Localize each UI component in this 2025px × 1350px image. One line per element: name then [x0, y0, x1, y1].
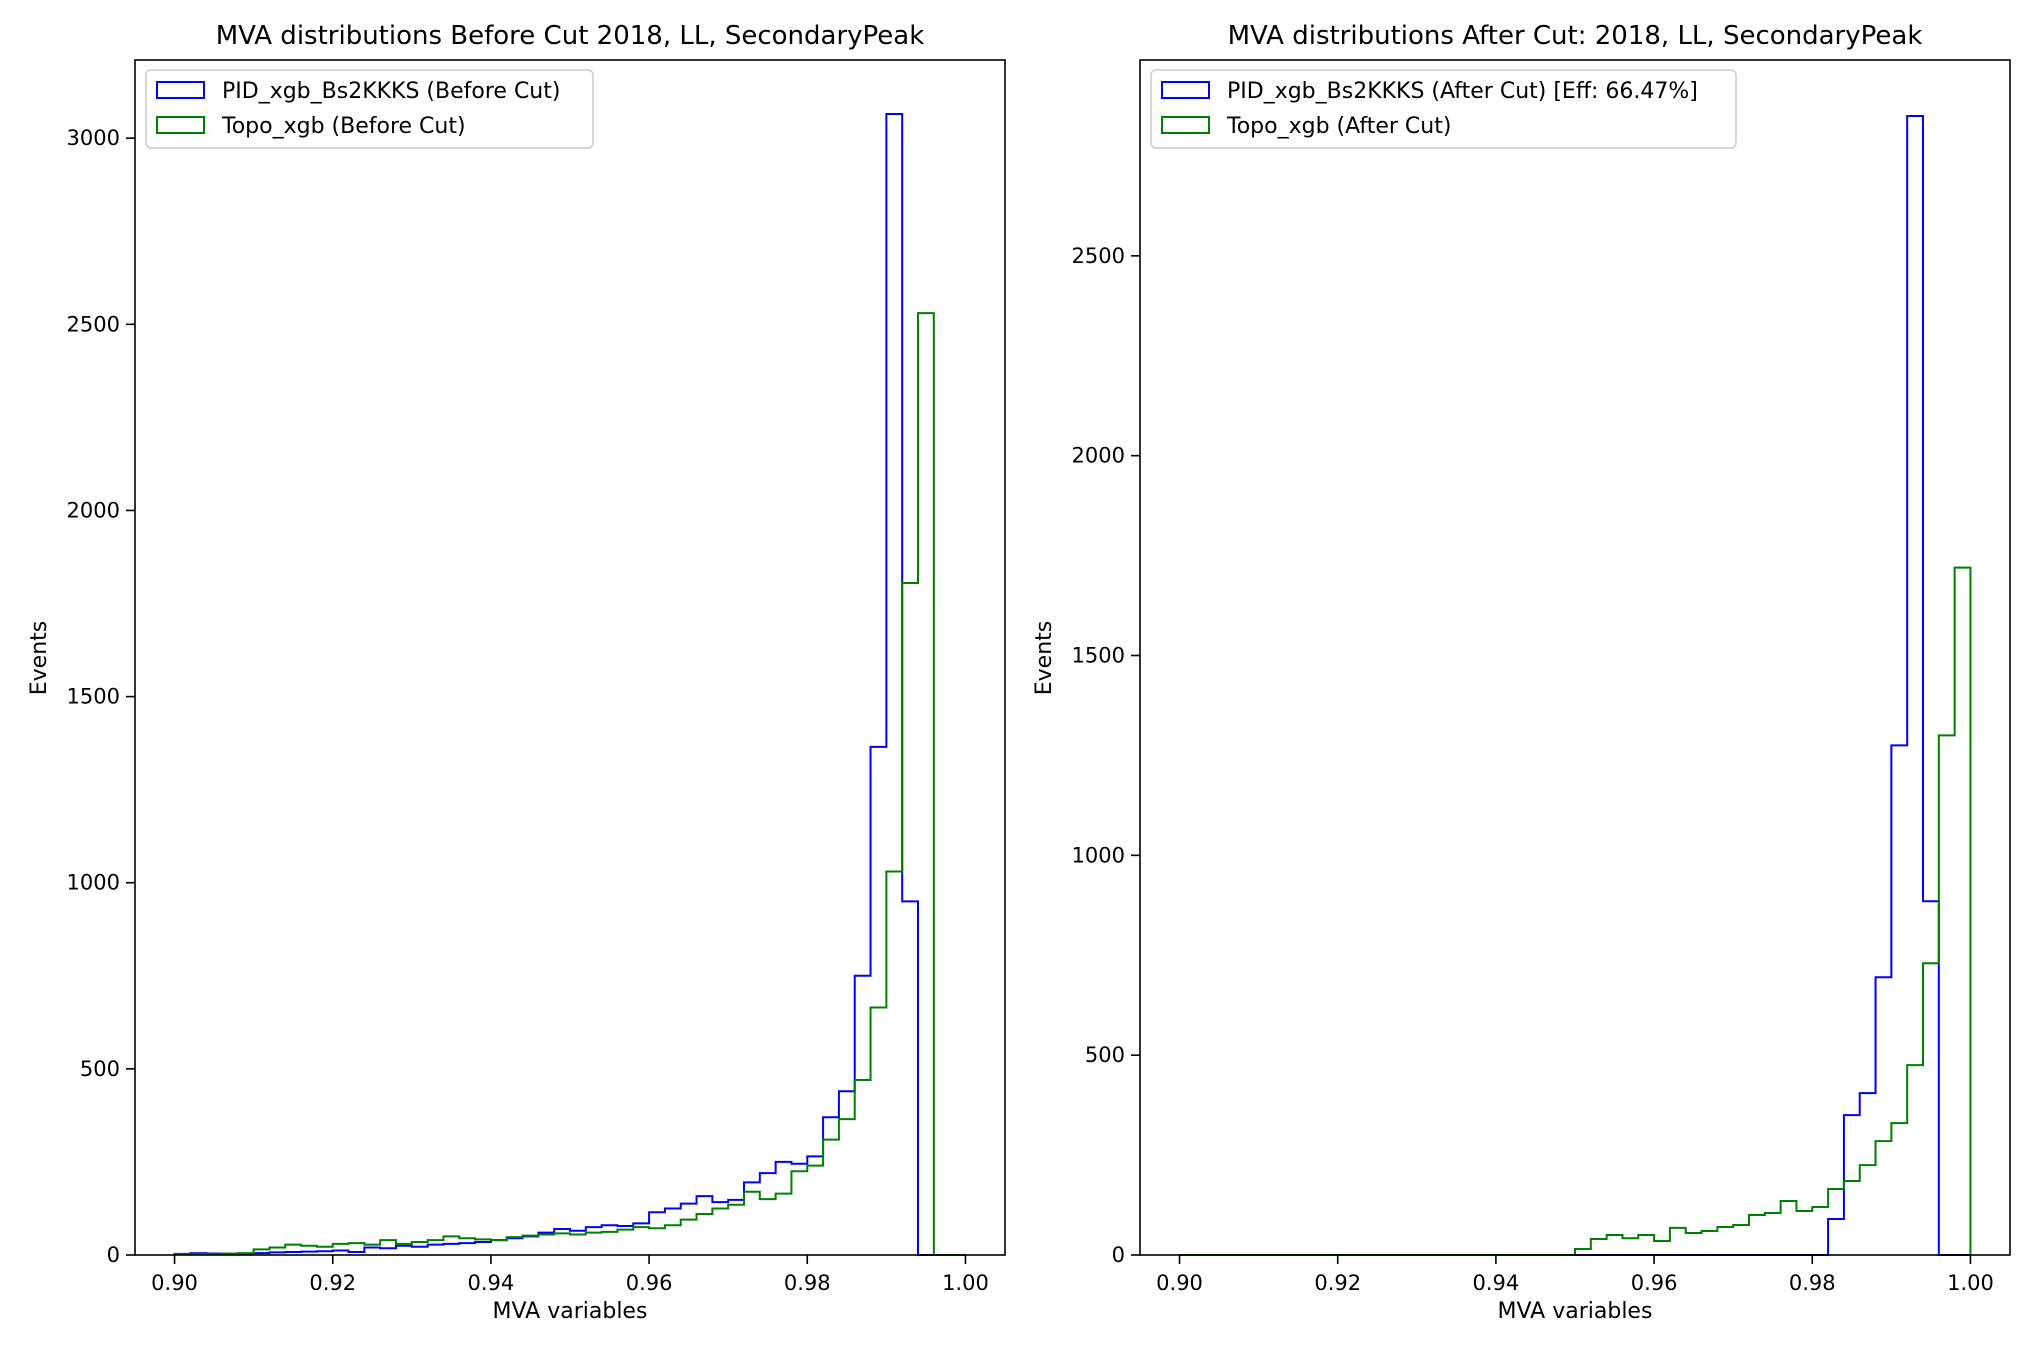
x-axis-label: MVA variables: [493, 1299, 648, 1324]
y-tick-label: 0: [107, 1243, 120, 1267]
x-axis-ticks: 0.90 0.92 0.94 0.96 0.98 1.00: [151, 1255, 989, 1295]
x-tick-label: 0.92: [1314, 1271, 1361, 1295]
x-tick-label: 0.94: [1473, 1271, 1520, 1295]
y-tick-label: 1500: [1072, 644, 1125, 668]
legend-entry: PID_xgb_Bs2KKKS (After Cut) [Eff: 66.47%…: [1227, 79, 1698, 104]
y-tick-label: 1000: [1072, 843, 1125, 867]
plot-frame: [1139, 59, 2011, 1256]
y-tick-label: 0: [1112, 1243, 1125, 1267]
y-tick-label: 2500: [1072, 244, 1125, 268]
chart-title: MVA distributions Before Cut 2018, LL, S…: [216, 21, 925, 51]
x-tick-label: 0.90: [151, 1271, 198, 1295]
y-axis-ticks: 0 500 1000 1500 2000 2500 3000: [67, 126, 135, 1267]
legend-swatch: [156, 116, 205, 134]
histogram-series-1: [173, 312, 966, 1256]
x-tick-label: 0.96: [626, 1271, 673, 1295]
x-tick-label: 1.00: [1947, 1271, 1994, 1295]
y-tick-label: 1000: [67, 871, 120, 895]
x-tick-label: 0.98: [1789, 1271, 1836, 1295]
y-axis-label: Events: [1032, 621, 1057, 696]
y-tick-label: 500: [1085, 1043, 1125, 1067]
y-tick-label: 1500: [67, 685, 120, 709]
y-tick-label: 2500: [67, 312, 120, 336]
legend-box: [1150, 69, 1737, 149]
legend-swatch: [156, 81, 205, 99]
y-axis-label: Events: [27, 621, 52, 696]
legend-entry: Topo_xgb (After Cut): [1226, 114, 1451, 139]
legend-entry: PID_xgb_Bs2KKKS (Before Cut): [222, 79, 560, 104]
x-tick-label: 1.00: [942, 1271, 989, 1295]
legend-swatch: [1161, 81, 1210, 99]
x-tick-label: 0.92: [309, 1271, 356, 1295]
y-axis-ticks: 0 500 1000 1500 2000 2500: [1072, 244, 1140, 1267]
x-tick-label: 0.94: [468, 1271, 515, 1295]
y-tick-label: 3000: [67, 126, 120, 150]
plot-frame: [134, 59, 1006, 1256]
y-tick-label: 2000: [1072, 444, 1125, 468]
chart-title: MVA distributions After Cut: 2018, LL, S…: [1228, 21, 1923, 51]
x-axis-label: MVA variables: [1498, 1299, 1653, 1324]
legend-box: [145, 69, 594, 149]
plot-series: [173, 112, 966, 1256]
y-tick-label: 2000: [67, 498, 120, 522]
legend-entry: Topo_xgb (Before Cut): [221, 114, 466, 139]
y-tick-label: 500: [80, 1057, 120, 1081]
legend: PID_xgb_Bs2KKKS (After Cut) [Eff: 66.47%…: [1150, 69, 1737, 149]
x-tick-label: 0.98: [784, 1271, 831, 1295]
x-axis-ticks: 0.90 0.92 0.94 0.96 0.98 1.00: [1156, 1255, 1994, 1295]
chart-before-cut: MVA distributions Before Cut 2018, LL, S…: [27, 21, 1006, 1324]
histogram-series-0: [173, 112, 966, 1256]
legend: PID_xgb_Bs2KKKS (Before Cut) Topo_xgb (B…: [145, 69, 594, 149]
legend-swatch: [1161, 116, 1210, 134]
x-tick-label: 0.90: [1156, 1271, 1203, 1295]
chart-after-cut: MVA distributions After Cut: 2018, LL, S…: [1032, 21, 2011, 1324]
x-tick-label: 0.96: [1631, 1271, 1678, 1295]
